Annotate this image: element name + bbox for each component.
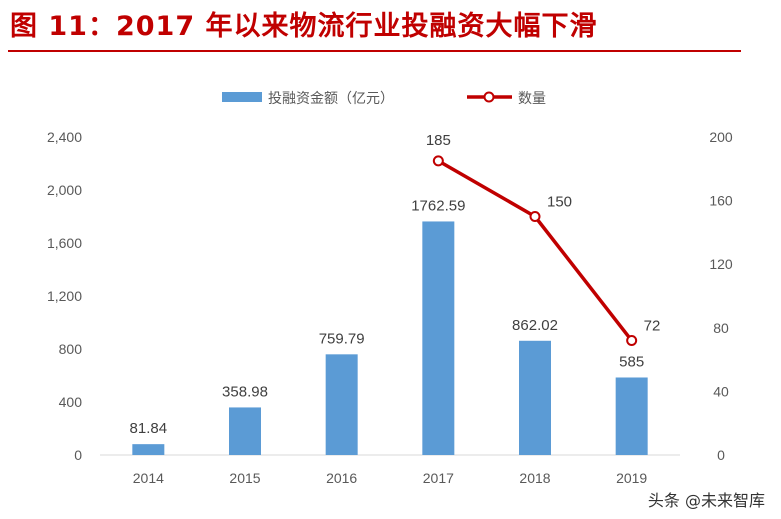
bar-data-label: 358.98 bbox=[222, 383, 268, 400]
line-point bbox=[626, 335, 638, 347]
left-axis-tick-label: 2,400 bbox=[47, 129, 82, 145]
legend-bar-swatch bbox=[222, 92, 262, 102]
left-axis-tick-label: 2,000 bbox=[47, 182, 82, 198]
bar bbox=[132, 444, 165, 455]
legend-line-marker-icon bbox=[483, 91, 495, 103]
bar-data-labels: 81.84 358.98 759.79 1762.59 862.02 585 bbox=[130, 197, 645, 437]
bar-data-label: 1762.59 bbox=[411, 197, 465, 214]
line-data-label: 185 bbox=[426, 132, 451, 149]
bar-series bbox=[132, 221, 648, 455]
x-axis-tick-label: 2018 bbox=[519, 470, 550, 486]
line-path bbox=[437, 159, 634, 342]
x-axis: 2014 2015 2016 2017 2018 2019 bbox=[100, 454, 680, 486]
title-divider bbox=[8, 50, 741, 52]
bar bbox=[422, 221, 455, 455]
left-axis-tick-label: 0 bbox=[74, 447, 82, 463]
bar-data-label: 759.79 bbox=[319, 330, 365, 347]
bar bbox=[325, 354, 358, 455]
figure-title: 图 11：2017 年以来物流行业投融资大幅下滑 bbox=[10, 11, 598, 42]
right-axis-tick-label: 40 bbox=[713, 383, 729, 399]
left-axis-tick-label: 800 bbox=[59, 341, 83, 357]
left-axis: 0 400 800 1,200 1,600 2,000 2,400 bbox=[47, 129, 82, 463]
left-axis-tick-label: 1,600 bbox=[47, 235, 82, 251]
line-data-label: 72 bbox=[644, 318, 661, 335]
x-axis-tick-label: 2014 bbox=[133, 470, 164, 486]
right-axis-tick-label: 0 bbox=[717, 447, 725, 463]
legend: 投融资金额（亿元） 数量 bbox=[222, 91, 546, 107]
right-axis-tick-label: 160 bbox=[709, 193, 733, 209]
line-point bbox=[432, 155, 444, 167]
line-point bbox=[529, 211, 541, 222]
right-axis-tick-label: 200 bbox=[709, 129, 733, 145]
right-axis-tick-label: 80 bbox=[713, 320, 729, 336]
left-axis-tick-label: 1,200 bbox=[47, 288, 82, 304]
x-axis-tick-label: 2015 bbox=[229, 470, 260, 486]
bar bbox=[229, 407, 261, 455]
bar-data-label: 81.84 bbox=[130, 420, 168, 437]
right-axis: 0 40 80 120 160 200 bbox=[709, 129, 733, 463]
x-axis-tick-label: 2019 bbox=[616, 470, 647, 486]
left-axis-tick-label: 400 bbox=[59, 394, 83, 410]
bar bbox=[615, 377, 648, 455]
legend-bar-label: 投融资金额（亿元） bbox=[268, 91, 394, 107]
legend-line-label: 数量 bbox=[518, 91, 546, 107]
bar bbox=[519, 340, 551, 455]
line-data-labels: 185 150 72 bbox=[426, 132, 661, 335]
watermark: 头条 @未来智库 bbox=[647, 491, 765, 510]
line-series bbox=[432, 155, 638, 347]
right-axis-tick-label: 120 bbox=[709, 256, 733, 272]
x-axis-tick-label: 2017 bbox=[423, 470, 454, 486]
bar-data-label: 862.02 bbox=[512, 317, 558, 334]
bar-data-label: 585 bbox=[619, 353, 644, 370]
x-axis-tick-label: 2016 bbox=[326, 470, 357, 486]
line-data-label: 150 bbox=[547, 194, 572, 211]
